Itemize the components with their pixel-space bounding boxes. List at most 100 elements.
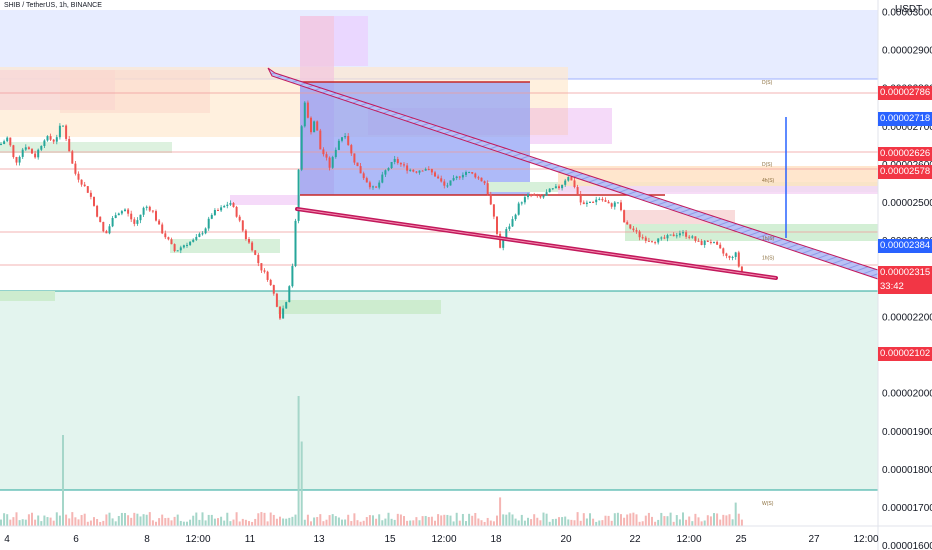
candle-body	[167, 237, 170, 240]
volume-bar	[164, 518, 167, 526]
volume-bar	[161, 514, 164, 526]
volume-bar	[46, 517, 49, 526]
candle-body	[71, 151, 74, 164]
volume-bar	[9, 519, 12, 526]
volume-bar	[223, 520, 226, 526]
volume-bar	[372, 515, 374, 526]
candle-body	[65, 125, 68, 139]
volume-bar	[483, 521, 486, 526]
level-label: 4h(S)	[762, 178, 775, 184]
x-tick-label: 12:00	[676, 534, 701, 545]
candle-body	[651, 241, 653, 243]
volume-bar	[139, 516, 142, 526]
candle-body	[18, 156, 21, 163]
volume-bar	[430, 516, 433, 526]
candle-body	[415, 171, 418, 173]
volume-bar	[145, 514, 148, 526]
candle-body	[235, 206, 238, 217]
x-axis-ticks: 4 6 8 12:00 11 13 15 12:00 18 20 22 12:00 25 27 12:00	[4, 534, 879, 545]
volume-bar	[412, 520, 415, 526]
candle-body	[486, 183, 489, 195]
candle-body	[325, 154, 328, 158]
candle-body	[601, 198, 604, 201]
candle-body	[570, 177, 573, 181]
volume-bar	[151, 520, 154, 526]
candle-body	[616, 202, 619, 204]
candle-body	[155, 211, 157, 221]
candle-body	[80, 179, 83, 185]
volume-bar	[83, 513, 86, 526]
candle-body	[269, 279, 272, 286]
currency-label: USDT	[895, 4, 922, 15]
volume-bar	[120, 512, 123, 526]
candle-body	[220, 207, 223, 211]
candle-body	[620, 202, 622, 211]
volume-bar	[300, 441, 303, 526]
volume-bar	[461, 513, 464, 526]
volume-bar	[427, 516, 430, 526]
volume-bar	[477, 518, 480, 526]
volume-bar	[390, 518, 393, 526]
candle-body	[3, 141, 6, 144]
candle-body	[384, 170, 387, 175]
candle-body	[551, 188, 554, 190]
candle-body	[598, 198, 601, 200]
price-tag: 0.00002786	[878, 86, 932, 101]
candle-body	[77, 173, 80, 180]
volume-bar	[728, 514, 731, 526]
candle-body	[430, 169, 433, 173]
volume-bar	[533, 514, 536, 526]
volume-bar	[496, 515, 498, 526]
candle-body	[111, 217, 114, 227]
candle-body	[151, 210, 154, 212]
candle-body	[737, 252, 740, 267]
volume-bar	[176, 514, 179, 526]
volume-bar	[148, 512, 151, 526]
candle-body	[499, 233, 502, 248]
candle-body	[393, 158, 396, 162]
candle-body	[291, 266, 294, 287]
candle-body	[576, 187, 579, 195]
volume-bar	[616, 512, 619, 526]
volume-bar	[288, 517, 291, 526]
candle-body	[663, 237, 666, 239]
volume-bar	[294, 514, 297, 526]
x-tick-label: 25	[735, 534, 747, 545]
volume-bar	[334, 516, 337, 526]
price-tag: 0.00002384	[878, 239, 932, 254]
x-tick-label: 27	[808, 534, 820, 545]
candle-body	[530, 194, 533, 196]
volume-bar	[688, 516, 691, 526]
candle-body	[350, 145, 353, 154]
candle-body	[68, 138, 71, 152]
volume-bar	[601, 520, 604, 526]
candle-body	[511, 219, 514, 227]
candle-body	[390, 161, 393, 169]
volume-bar	[381, 520, 384, 526]
candle-body	[567, 177, 570, 181]
volume-bar	[102, 520, 105, 526]
volume-bar	[167, 517, 170, 526]
candle-body	[378, 182, 381, 188]
volume-bar	[669, 512, 672, 526]
candle-body	[182, 245, 185, 248]
candle-body	[359, 166, 362, 174]
chart-title: SHIB / TetherUS, 1h, BINANCE	[4, 2, 102, 9]
candle-body	[691, 236, 694, 238]
candle-body	[372, 186, 374, 188]
candle-body	[108, 226, 111, 234]
x-tick-label: 11	[245, 534, 256, 545]
candle-body	[288, 286, 291, 303]
candle-body	[688, 236, 691, 238]
volume-bar	[220, 516, 223, 526]
volume-bar	[344, 519, 347, 526]
volume-bar	[337, 517, 340, 526]
candle-body	[387, 168, 390, 171]
volume-bar	[570, 519, 573, 526]
y-tick-label: 0.00001600	[882, 541, 932, 550]
candle-body	[164, 233, 167, 238]
volume-bar	[527, 517, 529, 526]
volume-bar	[415, 517, 418, 526]
candle-body	[170, 239, 173, 245]
